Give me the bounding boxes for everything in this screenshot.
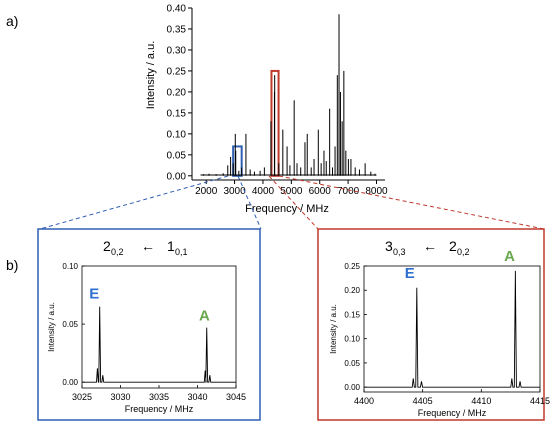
zoom-left-y-tick-label: 0.00 — [62, 378, 78, 387]
overview-y-tick-label: 0.15 — [167, 108, 187, 119]
zoom-left-x-tick-label: 3040 — [187, 392, 207, 402]
zoom-left-title-arrow: ← — [141, 238, 155, 254]
zoom-left-x-tick-label: 3045 — [226, 392, 246, 402]
zoom-right-x-tick-label: 4405 — [413, 396, 433, 406]
zoom-right-x-tick-label: 4415 — [530, 396, 550, 406]
zoom-left-y-tick-label: 0.05 — [62, 320, 78, 329]
zoom-right-y-tick-label: 0.00 — [344, 383, 360, 392]
zoom-right-x-tick-label: 4400 — [354, 396, 374, 406]
zoom-left-y-label: Intensity / a.u. — [47, 302, 56, 352]
zoom-right-title-upper-sub: 0,3 — [393, 247, 406, 257]
zoom-right-plot-frame — [364, 266, 540, 392]
zoom-right-title-arrow: ← — [423, 238, 437, 254]
zoom-right-y-tick-label: 0.15 — [344, 310, 360, 319]
overview-y-tick-label: 0.00 — [167, 171, 187, 182]
overview-lines — [201, 14, 377, 176]
zoom-left-plot-frame — [82, 266, 236, 388]
zoom-right-y-tick-label: 0.05 — [344, 359, 360, 368]
overview-y-tick-label: 0.10 — [167, 129, 187, 140]
overview-y-tick-label: 0.35 — [167, 24, 187, 35]
overview-x-tick-label: 2000 — [195, 186, 218, 197]
overview-x-tick-label: 3000 — [223, 186, 246, 197]
overview-y-ticks: 0.00 0.05 0.10 0.15 0.20 0.25 0.30 0.35 0.40 — [167, 4, 192, 183]
zoom-left-title-lower: 1 — [167, 238, 175, 254]
overview-y-tick-label: 0.25 — [167, 66, 187, 77]
zoom-right-x-label: Frequency / MHz — [418, 408, 487, 418]
zoom-left-x-tick-label: 3030 — [110, 392, 130, 402]
overview-y-tick-label: 0.20 — [167, 87, 187, 98]
blue-connector-left — [40, 176, 228, 229]
zoom-left-title-upper-sub: 0,2 — [111, 247, 124, 257]
zoom-right-title-upper: 3 — [385, 238, 393, 254]
overview-x-tick-label: 6000 — [309, 186, 332, 197]
overview-y-tick-label: 0.40 — [167, 4, 187, 15]
zoom-right-y-label: Intensity / a.u. — [329, 304, 338, 354]
overview-y-label: Intensity / a.u. — [145, 41, 157, 109]
overview-x-tick-label: 4000 — [252, 186, 275, 197]
zoom-left-title-upper: 2 — [103, 238, 111, 254]
overview-x-label: Frequency / MHz — [245, 203, 329, 215]
zoom-left-y-tick-label: 0.10 — [62, 262, 78, 271]
zoom-right-label-A: A — [504, 248, 515, 265]
zoom-right-title-lower: 2 — [449, 238, 457, 254]
zoom-right-y-tick-label: 0.10 — [344, 335, 360, 344]
zoom-left-title-lower-sub: 0,1 — [175, 247, 188, 257]
zoom-right-label-E: E — [405, 265, 415, 282]
overview-y-tick-label: 0.05 — [167, 150, 187, 161]
zoom-right-y-tick-label: 0.25 — [344, 262, 360, 271]
zoom-left-spectrum-trace — [82, 307, 236, 383]
zoom-right-x-tick-label: 4410 — [471, 396, 491, 406]
zoom-left-label-E: E — [89, 286, 99, 303]
blue-highlight-box — [233, 146, 242, 175]
zoom-right-spectrum-trace — [364, 271, 540, 387]
zoom-right-y-tick-label: 0.20 — [344, 286, 360, 295]
zoom-left-label-A: A — [199, 308, 210, 325]
panel-b-label: b) — [6, 257, 18, 273]
zoom-right-title-lower-sub: 0,2 — [457, 247, 470, 257]
overview-y-tick-label: 0.30 — [167, 45, 187, 56]
zoom-left-x-tick-label: 3025 — [72, 392, 92, 402]
zoom-left-x-tick-label: 3035 — [149, 392, 169, 402]
panel-a-label: a) — [6, 13, 18, 29]
zoom-left-x-label: Frequency / MHz — [125, 404, 194, 414]
